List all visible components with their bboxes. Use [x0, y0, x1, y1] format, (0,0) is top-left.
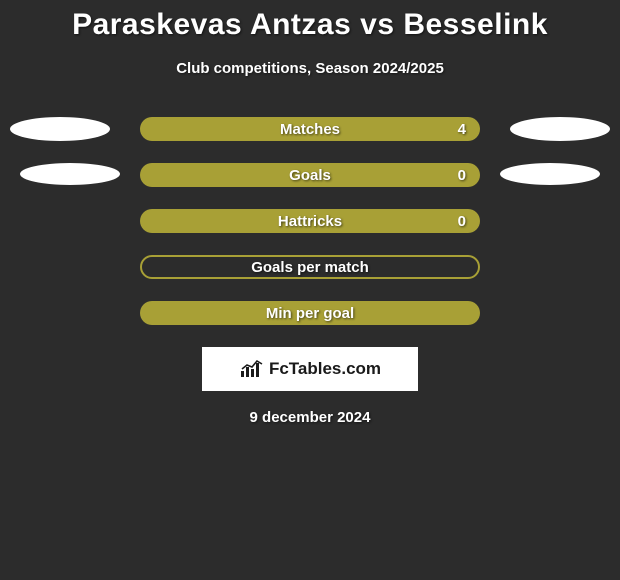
stat-label: Hattricks — [278, 213, 342, 230]
stat-row: Min per goal — [0, 301, 620, 325]
stat-value: 4 — [458, 121, 466, 138]
logo-text: FcTables.com — [269, 359, 381, 379]
stat-bar: Goals per match — [140, 255, 480, 279]
stat-label: Min per goal — [266, 305, 354, 322]
stat-label: Goals — [289, 167, 331, 184]
date-text: 9 december 2024 — [250, 409, 371, 426]
stat-bar: Goals 0 — [140, 163, 480, 187]
stat-row: Goals 0 — [0, 163, 620, 187]
stat-label: Matches — [280, 121, 340, 138]
page-title: Paraskevas Antzas vs Besselink — [72, 8, 548, 42]
stats-area: Matches 4 Goals 0 Hattricks 0 Goals per match M… — [0, 117, 620, 325]
subtitle: Club competitions, Season 2024/2025 — [176, 60, 444, 77]
stat-row: Goals per match — [0, 255, 620, 279]
ellipse-left — [20, 163, 120, 185]
stat-bar: Hattricks 0 — [140, 209, 480, 233]
logo-box[interactable]: FcTables.com — [202, 347, 418, 391]
stat-row: Hattricks 0 — [0, 209, 620, 233]
stat-row: Matches 4 — [0, 117, 620, 141]
ellipse-right — [510, 117, 610, 141]
chart-icon — [239, 359, 265, 379]
stat-value: 0 — [458, 167, 466, 184]
container: Paraskevas Antzas vs Besselink Club comp… — [0, 0, 620, 426]
ellipse-left — [10, 117, 110, 141]
stat-label: Goals per match — [251, 259, 369, 276]
stat-bar: Matches 4 — [140, 117, 480, 141]
stat-bar: Min per goal — [140, 301, 480, 325]
stat-value: 0 — [458, 213, 466, 230]
ellipse-right — [500, 163, 600, 185]
